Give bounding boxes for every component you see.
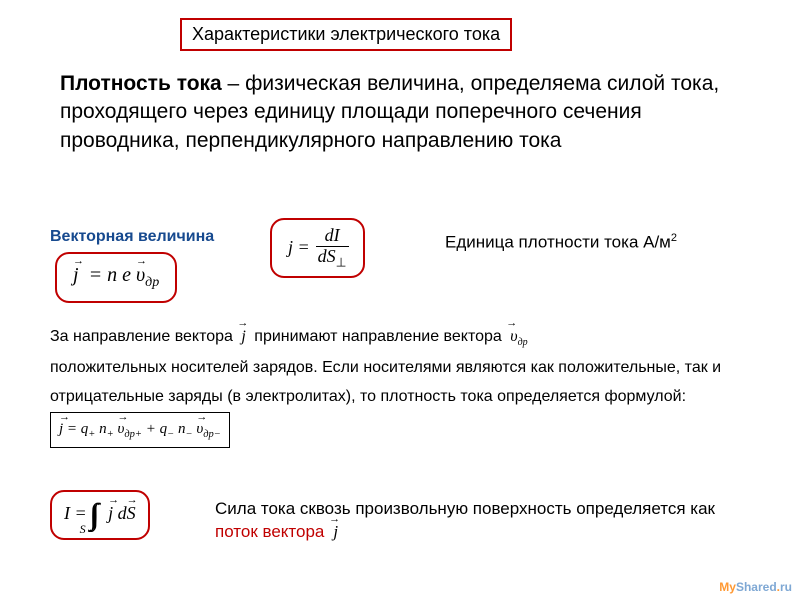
formula-vector-density: j→ = n e υ→др xyxy=(55,252,177,303)
formula-electrolyte-density: j→ = q+ n+ υ→др+ + q− n− υ→др− xyxy=(50,412,230,448)
flux-statement: Сила тока сквозь произвольную поверхност… xyxy=(215,498,755,544)
section-title: Характеристики электрического тока xyxy=(180,18,512,51)
unit-label: Единица плотности тока А/м2 xyxy=(445,232,677,253)
vector-j-final: j→ xyxy=(329,521,338,544)
vector-v-dr-inline: υ→др xyxy=(506,322,527,353)
definition-lead: Плотность тока xyxy=(60,72,222,95)
formula-current-density: j = dI dS⊥ xyxy=(270,218,365,278)
vector-quantity-label: Векторная величина xyxy=(50,228,214,246)
definition-text: Плотность тока – физическая величина, оп… xyxy=(60,70,740,155)
watermark: MyShared.ru xyxy=(719,580,792,594)
formula-current-integral: I = ∫∫S j→ dS→ xyxy=(50,490,150,540)
vector-j-inline: j→ xyxy=(237,322,249,352)
direction-explanation: За направление вектора j→ принимают напр… xyxy=(50,322,750,448)
